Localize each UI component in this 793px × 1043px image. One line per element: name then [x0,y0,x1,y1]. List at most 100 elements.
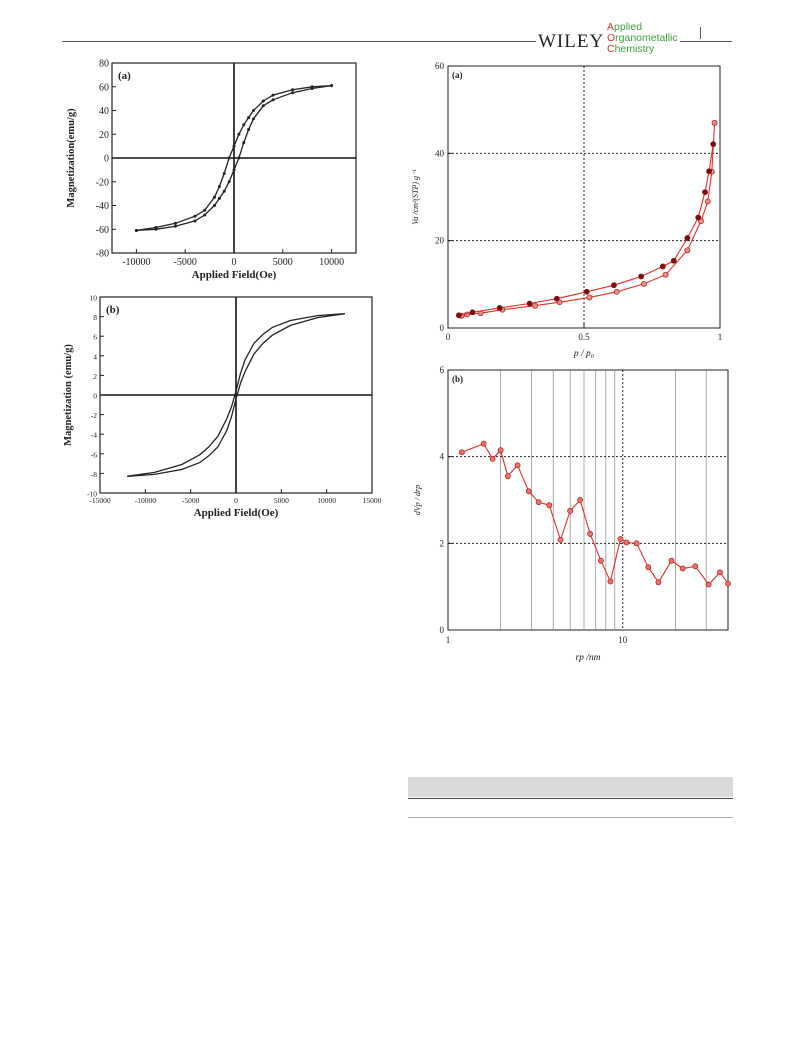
isotherm-chart-a: 0 0.5 1 0 20 40 60 (a) p / p₀ Va /cm³(STP) g⁻¹ [411,61,722,359]
data-point [480,440,487,447]
y-tick-label: 4 [93,352,97,361]
data-point [535,499,542,506]
data-point [469,309,476,316]
data-point [532,302,538,309]
data-point [679,565,686,572]
data-point [227,156,231,160]
y-tick-label: -4 [91,431,97,440]
data-point [613,288,620,295]
x-tick-label: -10000 [135,496,156,505]
data-point [640,280,647,287]
data-point [252,117,256,121]
y-tick-label: -6 [91,450,97,459]
x-axis-label: rp /nm [575,653,600,663]
x-tick-label: 0.5 [578,332,590,342]
data-point [212,204,216,207]
data-point [173,221,177,225]
panel-label: (b) [452,374,463,384]
x-tick-label: 0 [234,496,238,505]
data-point [670,257,677,264]
x-tick-label: 10000 [319,257,344,268]
y-tick-label: 6 [440,365,445,375]
data-point [577,497,584,503]
x-tick-label: 0 [232,257,237,268]
data-point [546,502,553,509]
publisher-logo: WILEY [536,31,607,53]
y-tick-label: 0 [104,154,109,165]
y-tick-label: -20 [96,177,109,188]
x-tick-label: -5000 [182,496,200,505]
y-tick-label: 60 [435,61,445,71]
data-point [330,84,334,88]
data-point [662,271,669,278]
y-tick-label: -10 [87,490,97,499]
data-point [695,214,702,221]
data-point [455,312,462,319]
data-point [598,557,604,564]
data-point [702,189,708,196]
data-point [203,213,207,217]
data-point [633,540,640,547]
data-point [237,132,241,136]
data-point [217,196,221,200]
panel-label: (a) [118,70,131,82]
data-point [668,557,675,564]
data-point [725,580,731,587]
data-point [271,93,275,97]
data-point [526,300,533,307]
data-point [489,455,496,462]
data-point [684,247,691,254]
data-point [232,144,236,148]
data-point [291,88,295,92]
data-point [291,91,295,95]
x-axis-label: p / p₀ [573,349,594,359]
x-tick-label: 15000 [363,496,382,505]
data-point [247,116,251,120]
panel-label: (b) [106,304,120,316]
data-point [586,294,593,301]
journal-line-1: Applied [607,21,643,33]
y-tick-label: 40 [435,148,445,158]
y-tick-label: 0 [440,625,445,635]
y-tick-label: 0 [440,323,445,333]
hysteresis-chart-a: -10000 -5000 0 5000 10000 -80 -60 -40 -20 0 20 40 60… [66,59,357,281]
data-point [496,305,503,311]
pore-distribution-chart-b: 1 10 0 2 4 6 (b) rp /nm dVp / drp [413,365,731,663]
y-tick-label: -60 [96,225,109,236]
hysteresis-branch [127,313,345,477]
data-point [587,530,593,537]
x-tick-label: 5000 [273,257,293,268]
x-axis-label: Applied Field(Oe) [192,269,277,281]
data-point [583,288,590,295]
plot-frame [447,369,729,631]
y-tick-label: -40 [96,201,109,212]
data-point [154,227,158,231]
page-number-tick [700,27,701,39]
data-point [567,507,574,514]
table-header-bar [408,777,733,797]
data-point [261,99,265,103]
data-point [252,109,256,112]
data-point [514,462,521,469]
y-tick-label: -2 [91,411,97,420]
panel-label: (a) [452,70,463,80]
data-point [504,473,511,480]
data-point [222,171,226,175]
journal-line-2: Organometallic [607,32,678,44]
y-tick-label: -8 [91,470,97,479]
y-tick-label: 60 [99,82,109,93]
data-point [692,563,699,570]
x-tick-label: -15000 [89,496,110,505]
data-point [710,141,717,148]
data-point [607,578,614,585]
table-rule [408,798,733,799]
data-point [711,119,718,126]
x-tick-label: 10 [618,635,628,645]
data-point [310,87,314,91]
y-tick-label: -80 [96,249,109,260]
data-point [173,224,177,228]
data-point [704,198,711,205]
data-point [525,488,532,495]
data-point [684,235,691,241]
data-point [705,581,712,588]
